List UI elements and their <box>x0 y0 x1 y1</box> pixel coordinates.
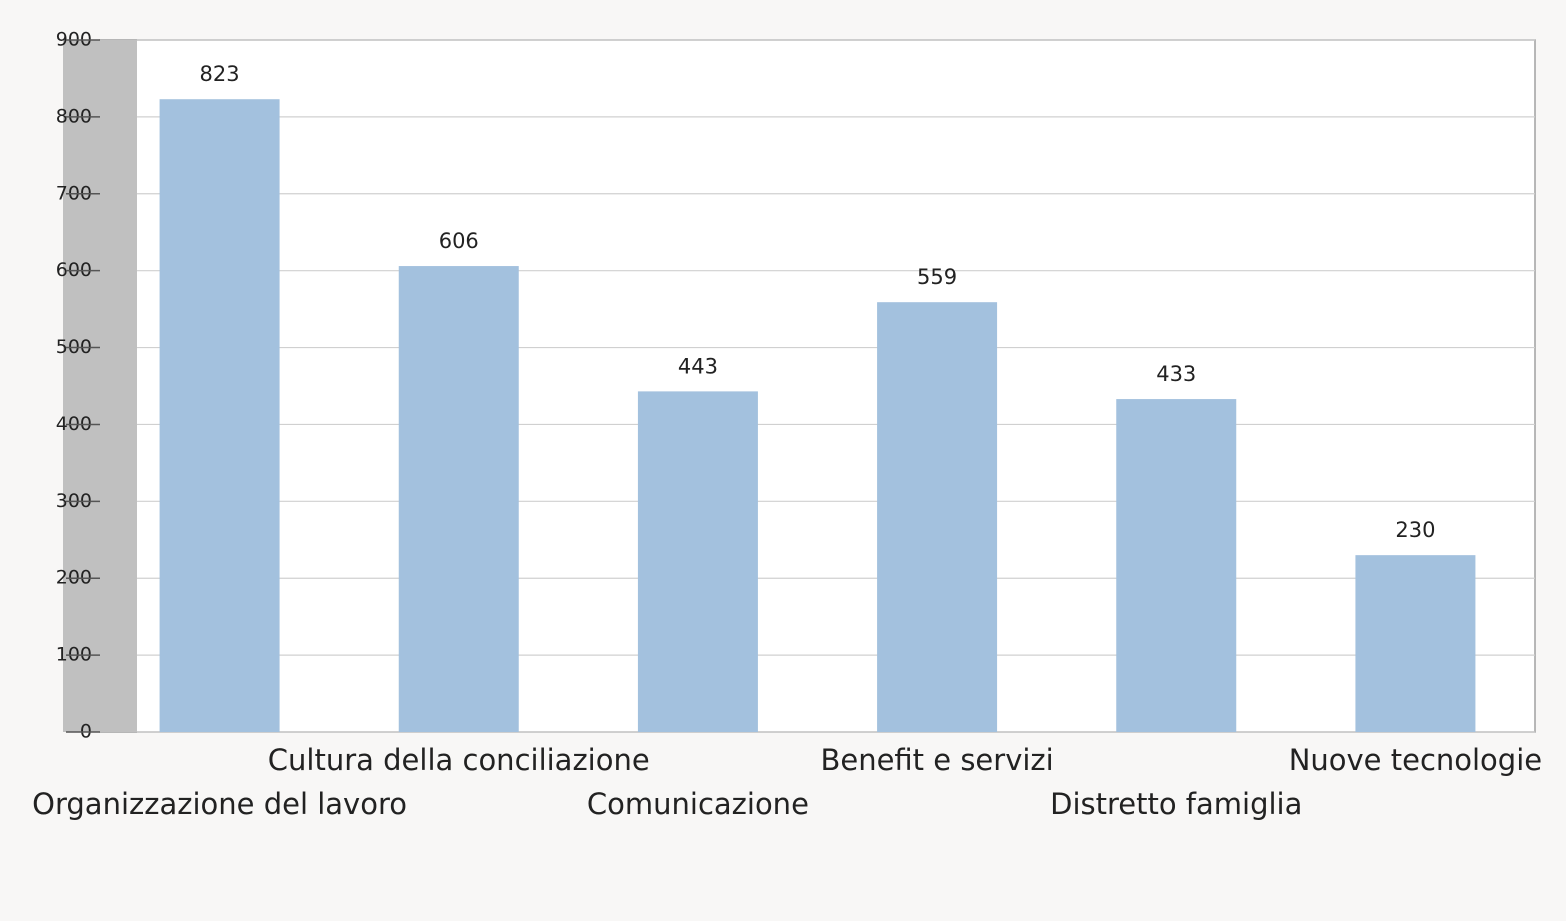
bar <box>1355 555 1476 732</box>
data-label: 606 <box>439 229 479 253</box>
x-tick-label: Comunicazione <box>587 787 809 821</box>
bar <box>159 99 280 732</box>
bar <box>1116 399 1237 732</box>
data-label: 559 <box>917 265 957 289</box>
data-label: 230 <box>1395 518 1435 542</box>
bar <box>877 302 998 732</box>
x-tick-label: Nuove tecnologie <box>1289 743 1542 777</box>
data-label: 433 <box>1156 362 1196 386</box>
axis-band <box>63 40 137 732</box>
bar <box>398 266 519 732</box>
plot-area <box>99 39 1536 733</box>
x-tick-label: Distretto famiglia <box>1050 787 1302 821</box>
x-tick-label: Cultura della conciliazione <box>268 743 650 777</box>
x-tick-label: Benefit e servizi <box>820 743 1053 777</box>
x-tick-label: Organizzazione del lavoro <box>32 787 407 821</box>
data-label: 443 <box>678 354 718 378</box>
data-label: 823 <box>200 62 240 86</box>
bar <box>637 391 758 732</box>
